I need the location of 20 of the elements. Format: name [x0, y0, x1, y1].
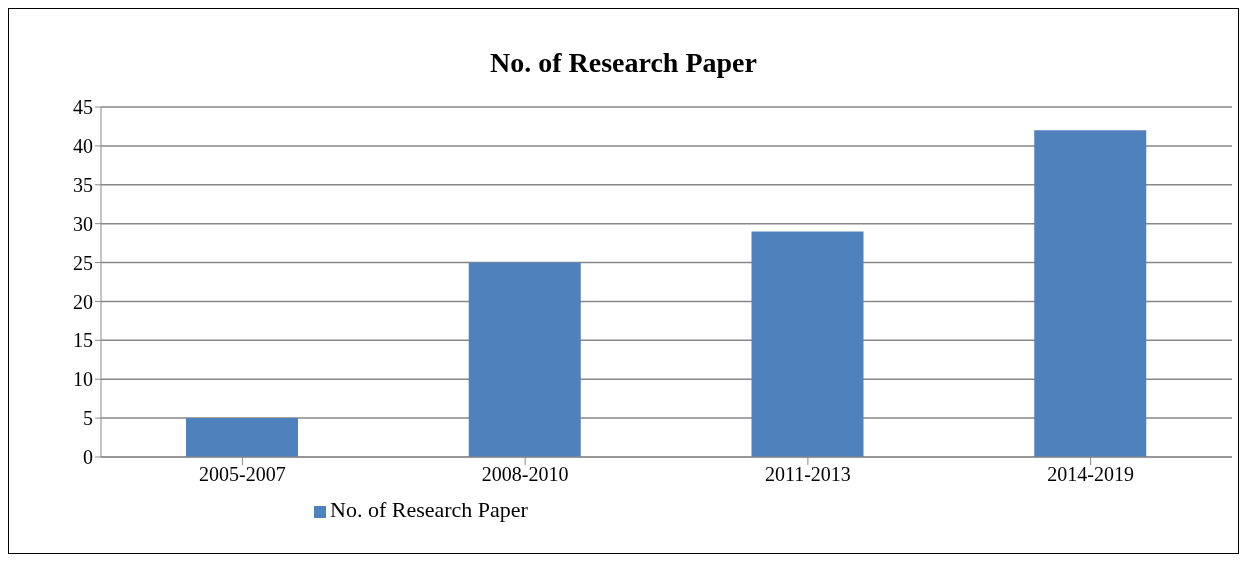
bar [751, 231, 864, 457]
x-tick-label: 2008-2010 [481, 463, 569, 486]
x-tick-label: 2005-2007 [199, 463, 286, 486]
x-tick-label: 2011-2013 [764, 463, 851, 486]
y-tick-label: 40 [73, 134, 93, 157]
y-tick-label: 30 [73, 212, 93, 235]
y-tick-label: 5 [83, 407, 93, 430]
y-tick-label: 45 [73, 96, 93, 119]
y-tick-label: 25 [73, 251, 93, 274]
chart-title: No. of Research Paper [489, 47, 758, 79]
y-tick-label: 10 [73, 368, 93, 391]
bar [186, 418, 298, 457]
legend-label: No. of Research Paper [330, 497, 528, 522]
y-tick-label: 0 [83, 446, 93, 469]
y-tick-label: 35 [73, 173, 93, 196]
y-tick-label: 15 [73, 329, 93, 352]
bar [468, 262, 581, 457]
y-tick-label: 20 [73, 290, 93, 313]
bar [1034, 130, 1147, 457]
x-tick-label: 2014-2019 [1047, 463, 1134, 486]
